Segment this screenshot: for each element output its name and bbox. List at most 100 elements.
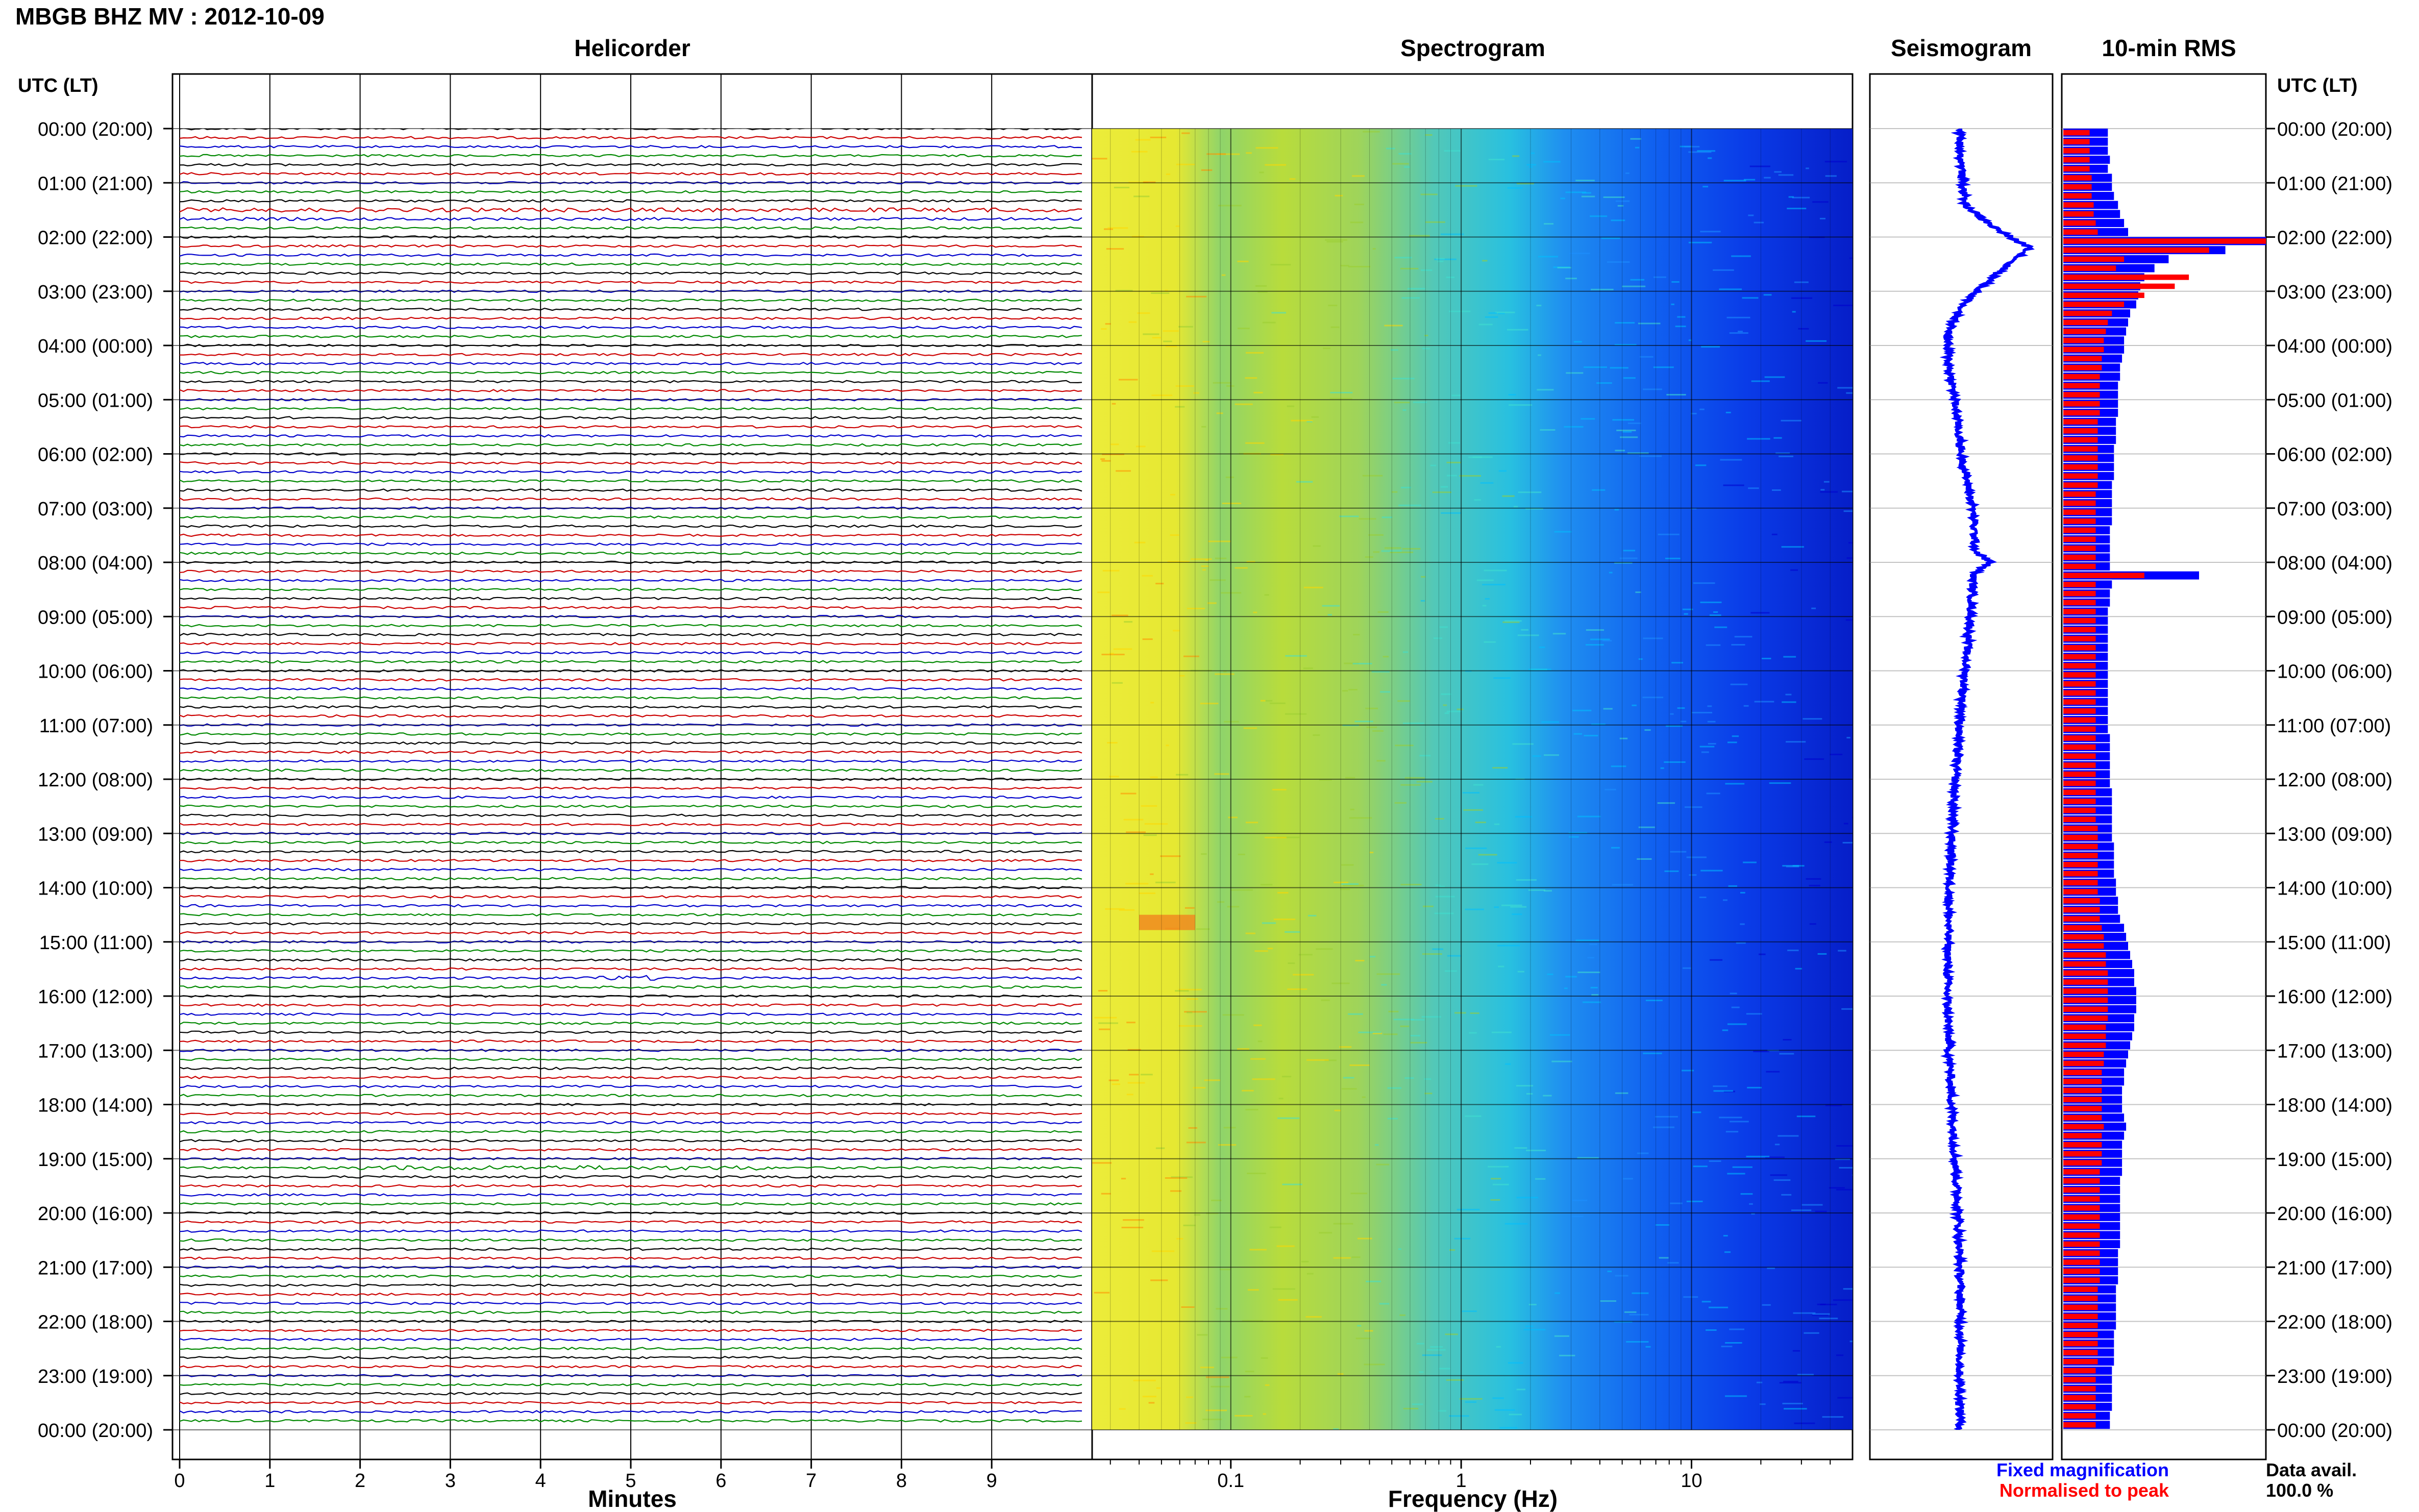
spectrogram-speck (1504, 620, 1522, 622)
spectrogram-speck (1709, 1160, 1721, 1162)
spectrogram-speck (1171, 1176, 1193, 1178)
spectrogram-speck (1175, 406, 1185, 408)
rms-bar-normalised (2063, 762, 2096, 768)
spectrogram-speck (1388, 1010, 1399, 1012)
spectrogram-speck (1386, 147, 1395, 150)
spectrogram-speck (1815, 1210, 1827, 1212)
spectrogram-x-axis: 0.1 1 10 (1109, 1459, 1831, 1492)
spectrogram-speck (1409, 235, 1430, 237)
spectrogram-speck (1804, 758, 1824, 760)
rms-bar-normalised (2063, 645, 2096, 651)
spectrogram-speck (1473, 784, 1484, 786)
spectrogram-speck (1666, 725, 1683, 727)
spectrogram-speck (1837, 1397, 1853, 1399)
spectrogram-speck (1526, 1150, 1546, 1151)
spectrogram-speck (1538, 256, 1558, 258)
spectrogram-speck (1176, 774, 1189, 776)
spectrogram-speck (1373, 551, 1379, 553)
rms-bar-normalised (2063, 979, 2108, 985)
spectrogram-speck (1185, 1422, 1197, 1424)
spectrogram-speck (1427, 1349, 1446, 1351)
spectrogram-speck (1551, 1060, 1572, 1062)
spectrogram-speck (1421, 1016, 1441, 1018)
spectrogram-speck (1306, 1273, 1314, 1275)
rms-bar-normalised (2063, 1313, 2098, 1319)
spectrogram-speck (1123, 1219, 1144, 1221)
rms-bar-normalised (2063, 1205, 2100, 1211)
spectrogram-speck (1099, 1028, 1110, 1030)
spectrogram-speck (1829, 1187, 1845, 1189)
hour-label: 18:00 (14:00) (38, 1095, 153, 1117)
helicorder-trace (179, 533, 1082, 537)
spectrogram-speck (1237, 1048, 1249, 1050)
spectrogram-speck (1498, 312, 1505, 314)
helicorder-trace (179, 1238, 1082, 1242)
spectrogram-speck (1114, 187, 1130, 188)
spectrogram-speck (1688, 151, 1712, 153)
helicorder-trace (179, 1057, 1082, 1061)
spectrogram-speck (1334, 881, 1348, 883)
rms-bar-normalised (2063, 1422, 2096, 1428)
spectrogram-speck (1837, 387, 1853, 389)
hour-label: 14:00 (10:00) (38, 878, 153, 900)
spectrogram-speck (1707, 721, 1716, 723)
x-tick-label: 5 (625, 1470, 636, 1492)
spectrogram-speck (1248, 1289, 1259, 1291)
spectrogram-speck (1425, 221, 1445, 223)
spectrogram-speck (1107, 227, 1128, 229)
helicorder-trace (179, 380, 1082, 384)
spectrogram-speck (1581, 418, 1595, 420)
spectrogram-speck (1626, 1341, 1649, 1343)
spectrogram-speck (1677, 707, 1685, 709)
spectrogram-speck (1143, 333, 1159, 335)
helicorder-trace (179, 1347, 1082, 1351)
helicorder-trace (179, 1021, 1082, 1025)
spectrogram-speck (1355, 960, 1365, 961)
spectrogram-speck (1635, 591, 1641, 593)
spectrogram-speck (1447, 475, 1457, 477)
spectrogram-speck (1156, 1387, 1161, 1389)
helicorder-x-axis: 0 1 2 3 4 5 6 7 8 9 (174, 1459, 997, 1492)
rms-bar-normalised (2063, 1232, 2100, 1238)
spectrogram-speck (1316, 948, 1333, 950)
spectrogram-speck (1435, 884, 1441, 886)
spectrogram-speck (1339, 1046, 1352, 1048)
spectrogram-speck (1387, 1118, 1398, 1120)
spectrogram-speck (1729, 332, 1748, 334)
rms-bar-normalised (2063, 834, 2098, 840)
rms-bar-normalised (2063, 672, 2096, 678)
spectrogram-speck (1183, 1224, 1196, 1226)
helicorder-trace (179, 199, 1082, 203)
spectrogram-speck (1787, 949, 1799, 951)
spectrogram-speck (1470, 1012, 1479, 1014)
spectrogram-speck (1278, 1098, 1283, 1100)
hour-label: 21:00 (17:00) (38, 1257, 153, 1279)
helicorder-trace (179, 786, 1082, 790)
spectrogram-speck (1801, 1204, 1823, 1206)
hour-label: 23:00 (19:00) (38, 1366, 153, 1387)
spectrogram-speck (1136, 445, 1146, 448)
spectrogram-speck (1343, 1077, 1354, 1079)
spectrogram-speck (1245, 442, 1265, 444)
spectrogram-speck (1573, 733, 1582, 735)
helicorder-trace (179, 334, 1082, 338)
spectrogram-speck (1836, 1145, 1853, 1147)
hour-label: 11:00 (07:00) (39, 715, 153, 737)
helicorder-trace (179, 804, 1082, 808)
spectrogram-speck (1410, 1035, 1421, 1037)
spectrogram-speck (1732, 735, 1739, 737)
rms-bar-normalised (2063, 455, 2098, 461)
hour-label: 14:00 (10:00) (2277, 878, 2392, 900)
spectrogram-speck (1721, 1346, 1733, 1348)
spectrogram-speck (1539, 647, 1545, 648)
x-tick-label: 1 (1456, 1470, 1467, 1492)
helicorder-trace (179, 1193, 1082, 1197)
spectrogram-speck (1465, 1115, 1482, 1117)
spectrogram-speck (1795, 968, 1802, 970)
spectrogram-speck (1126, 1022, 1136, 1024)
spectrogram-speck (1313, 734, 1320, 736)
spectrogram-speck (1372, 730, 1384, 732)
spectrogram-speck (1509, 404, 1533, 406)
spectrogram-speck (1254, 950, 1268, 952)
spectrogram-speck (1142, 638, 1153, 640)
